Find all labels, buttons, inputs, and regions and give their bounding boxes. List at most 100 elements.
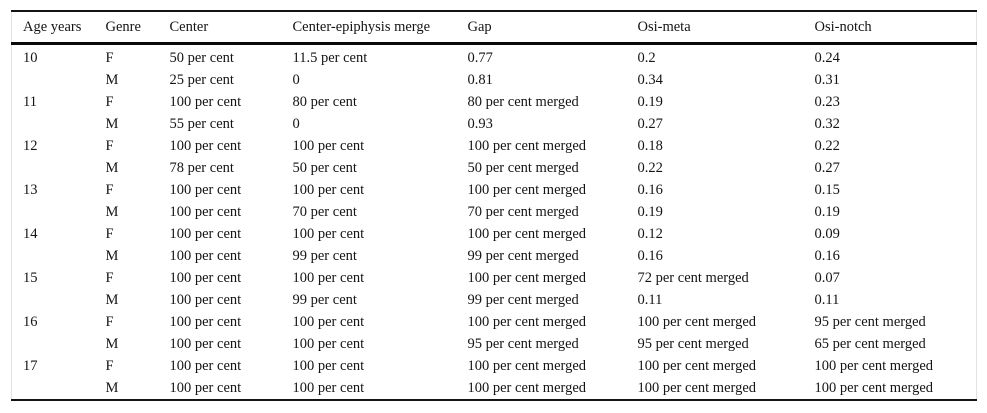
table-cell: F: [105, 50, 114, 66]
table-cell: 78 per cent: [169, 160, 234, 176]
table-row: 16 F 100 per cent 100 per cent 100 per cent …: [12, 311, 977, 333]
table-cell: 99 per cent: [292, 292, 357, 308]
table-row: M 100 per cent 99 per cent 99 per cent merg…: [12, 245, 977, 267]
table-cell: [12, 333, 106, 355]
table-cell: [12, 289, 106, 311]
table-cell: 100 per cent merged: [467, 358, 587, 374]
table-row: M 100 per cent 99 per cent 99 per cent merg…: [12, 289, 977, 311]
table-cell: 0.11: [637, 292, 663, 308]
table-cell: 50 per cent: [292, 160, 357, 176]
table-cell: 100 per cent merged: [467, 270, 587, 286]
table-cell: 0.07: [814, 270, 840, 286]
table-row: 15 F 100 per cent 100 per cent 100 per cent …: [12, 267, 977, 289]
table-body: 10 F 50 per cent 11.5 per cent 0.77 0.2 0.24 M 2…: [12, 44, 977, 401]
table-cell: [12, 377, 106, 400]
table-cell: 100 per cent: [292, 270, 365, 286]
table-cell: 100 per cent: [169, 226, 242, 242]
table-row: 17 F 100 per cent 100 per cent 100 per cent …: [12, 355, 977, 377]
table-cell: 0.34: [637, 72, 663, 88]
table-cell: 0.93: [467, 116, 493, 132]
table-cell: F: [105, 358, 114, 374]
ossification-table: Age years Genre Center Center-epiphysis …: [11, 10, 977, 401]
table-cell: 16: [23, 314, 38, 330]
table-cell: [12, 113, 106, 135]
table-cell: 14: [23, 226, 38, 242]
table-cell: 100 per cent: [169, 314, 242, 330]
table-cell: 99 per cent: [292, 248, 357, 264]
table-cell: 80 per cent: [292, 94, 357, 110]
table-cell: 0.31: [814, 72, 840, 88]
table-cell: [12, 245, 106, 267]
table-cell: [12, 201, 106, 223]
column-header-age-years: Age years: [11, 11, 106, 45]
table-cell: M: [105, 248, 119, 264]
table-cell: 0.2: [637, 50, 656, 66]
column-header-center: Center: [169, 11, 293, 45]
table-cell: 70 per cent: [292, 204, 357, 220]
table-cell: 50 per cent merged: [467, 160, 579, 176]
table-row: 14 F 100 per cent 100 per cent 100 per cent …: [12, 223, 977, 245]
table-cell: 100 per cent: [292, 380, 365, 396]
table-row: 13 F 100 per cent 100 per cent 100 per cent …: [12, 179, 977, 201]
table-cell: 15: [23, 270, 38, 286]
table-cell: 99 per cent merged: [467, 292, 579, 308]
column-header-gap: Gap: [467, 11, 638, 45]
table-cell: M: [105, 292, 119, 308]
table-cell: 0.16: [637, 248, 663, 264]
table-cell: 0: [292, 116, 300, 132]
table-cell: 0.23: [814, 94, 840, 110]
table-cell: 0.11: [814, 292, 840, 308]
table-cell: F: [105, 314, 114, 330]
table-cell: [12, 69, 106, 91]
table-row: 11 F 100 per cent 80 per cent 80 per cent me…: [12, 91, 977, 113]
table-cell: 72 per cent merged: [637, 270, 749, 286]
table-cell: 11.5 per cent: [292, 50, 368, 66]
table-cell: 100 per cent merged: [637, 358, 757, 374]
table-cell: 100 per cent: [292, 182, 365, 198]
table-cell: 100 per cent merged: [467, 226, 587, 242]
table-cell: [12, 157, 106, 179]
table-cell: 100 per cent: [169, 248, 242, 264]
table-row: M 100 per cent 100 per cent 100 per cent me…: [12, 377, 977, 400]
table-row: M 78 per cent 50 per cent 50 per cent merge…: [12, 157, 977, 179]
table-cell: 100 per cent merged: [814, 358, 934, 374]
table-cell: 0.15: [814, 182, 840, 198]
column-header-center-epiphysis-merge: Center-epiphysis merge: [292, 11, 468, 45]
table-cell: 0.18: [637, 138, 663, 154]
header-row: Age years Genre Center Center-epiphysis …: [11, 11, 977, 45]
table-cell: 95 per cent merged: [814, 314, 926, 330]
table-cell: 100 per cent: [169, 94, 242, 110]
table-cell: 100 per cent: [169, 204, 242, 220]
table-cell: 0.22: [637, 160, 663, 176]
table-row: M 55 per cent 0 0.93 0.27 0.32: [12, 113, 977, 135]
table-cell: F: [105, 138, 114, 154]
table-cell: 80 per cent merged: [467, 94, 579, 110]
table-cell: 11: [23, 94, 37, 110]
table-cell: F: [105, 270, 114, 286]
table-cell: 0.22: [814, 138, 840, 154]
table-cell: 100 per cent: [292, 336, 365, 352]
table-cell: 12: [23, 138, 38, 154]
table-cell: 100 per cent merged: [467, 138, 587, 154]
column-header-genre: Genre: [105, 11, 170, 45]
table-cell: 100 per cent merged: [637, 380, 757, 396]
table-cell: 0.16: [637, 182, 663, 198]
table-row: M 100 per cent 70 per cent 70 per cent merg…: [12, 201, 977, 223]
table-cell: 100 per cent: [292, 138, 365, 154]
table-cell: 0.32: [814, 116, 840, 132]
table-cell: M: [105, 72, 119, 88]
table-cell: M: [105, 116, 119, 132]
table-row: M 100 per cent 100 per cent 95 per cent mer…: [12, 333, 977, 355]
table-cell: 0.16: [814, 248, 840, 264]
table-cell: 100 per cent: [169, 380, 242, 396]
table-cell: 100 per cent: [292, 226, 365, 242]
table-cell: M: [105, 204, 119, 220]
table-cell: 65 per cent merged: [814, 336, 926, 352]
table-cell: 100 per cent merged: [467, 182, 587, 198]
table-cell: 100 per cent: [169, 138, 242, 154]
table-cell: 17: [23, 358, 38, 374]
table-cell: 0.27: [814, 160, 840, 176]
table-cell: 99 per cent merged: [467, 248, 579, 264]
table-cell: F: [105, 226, 114, 242]
table-cell: 0.19: [637, 94, 663, 110]
